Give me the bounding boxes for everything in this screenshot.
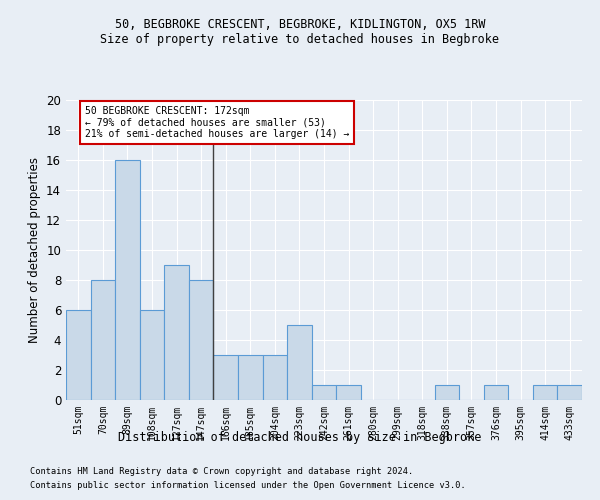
Bar: [557, 385, 582, 400]
Bar: [484, 385, 508, 400]
Text: Contains public sector information licensed under the Open Government Licence v3: Contains public sector information licen…: [30, 481, 466, 490]
Bar: [287, 325, 312, 400]
Bar: [263, 355, 287, 400]
Bar: [115, 160, 140, 400]
Text: 50 BEGBROKE CRESCENT: 172sqm
← 79% of detached houses are smaller (53)
21% of se: 50 BEGBROKE CRESCENT: 172sqm ← 79% of de…: [85, 106, 350, 139]
Bar: [189, 280, 214, 400]
Text: Size of property relative to detached houses in Begbroke: Size of property relative to detached ho…: [101, 32, 499, 46]
Text: Contains HM Land Registry data © Crown copyright and database right 2024.: Contains HM Land Registry data © Crown c…: [30, 467, 413, 476]
Text: 50, BEGBROKE CRESCENT, BEGBROKE, KIDLINGTON, OX5 1RW: 50, BEGBROKE CRESCENT, BEGBROKE, KIDLING…: [115, 18, 485, 30]
Bar: [434, 385, 459, 400]
Bar: [66, 310, 91, 400]
Bar: [336, 385, 361, 400]
Bar: [533, 385, 557, 400]
Bar: [140, 310, 164, 400]
Text: Distribution of detached houses by size in Begbroke: Distribution of detached houses by size …: [118, 431, 482, 444]
Bar: [214, 355, 238, 400]
Bar: [91, 280, 115, 400]
Y-axis label: Number of detached properties: Number of detached properties: [28, 157, 41, 343]
Bar: [238, 355, 263, 400]
Bar: [164, 265, 189, 400]
Bar: [312, 385, 336, 400]
